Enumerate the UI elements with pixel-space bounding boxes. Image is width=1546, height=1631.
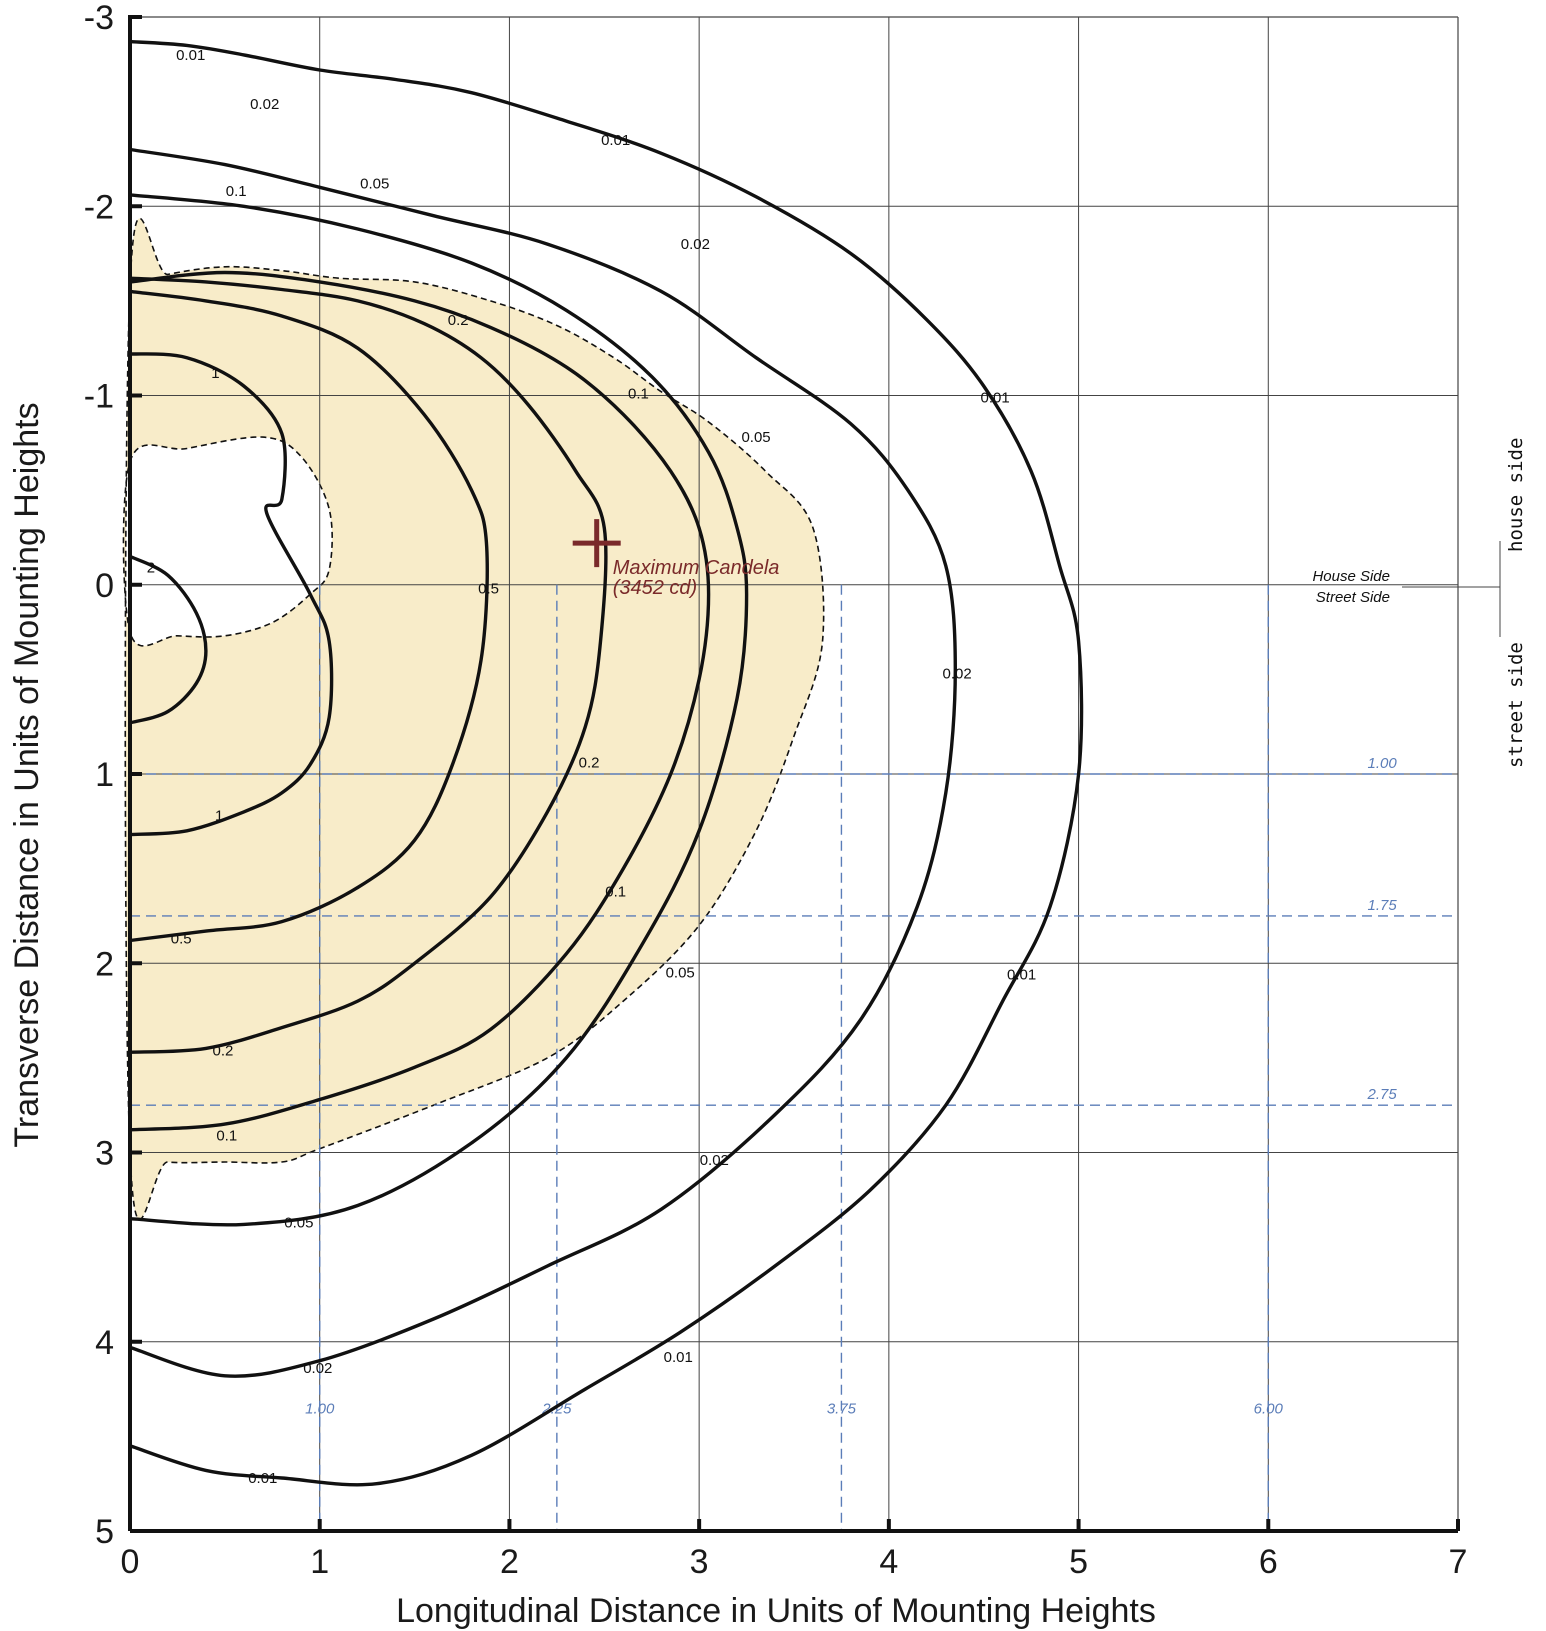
contour-label: 0.05 bbox=[666, 965, 695, 982]
reference-label-vertical: 2.25 bbox=[541, 1401, 572, 1418]
contour-line bbox=[128, 147, 958, 1378]
contour-line bbox=[128, 270, 711, 1132]
reference-label-vertical: 6.00 bbox=[1254, 1401, 1284, 1418]
x-tick-label: 1 bbox=[310, 1543, 329, 1581]
contour-line bbox=[128, 39, 1084, 1487]
reference-lines: 1.00 2.25 3.75 6.00 1.00 1.75 2.75 bbox=[130, 584, 1458, 1531]
y-tick-label: -2 bbox=[84, 188, 114, 226]
contour-label: 0.02 bbox=[250, 96, 279, 113]
contour-label: 0.5 bbox=[171, 931, 192, 948]
y-axis-title: Transverse Distance in Units of Mounting… bbox=[8, 402, 46, 1147]
contour-labels: 0.01 0.02 0.1 0.05 0.01 0.02 0.2 0.1 0.05 0.01 1 2 0… bbox=[147, 47, 1037, 1487]
half-max-hole-outline bbox=[122, 436, 333, 647]
y-tick-label: -1 bbox=[84, 378, 114, 416]
contour-label: 0.01 bbox=[664, 1349, 693, 1366]
contour-label: 0.02 bbox=[700, 1152, 729, 1169]
x-tick-label: 5 bbox=[1069, 1543, 1088, 1581]
contour-label: 0.2 bbox=[448, 312, 469, 329]
reference-label-horizontal: 2.75 bbox=[1367, 1086, 1398, 1103]
x-tick-label: 4 bbox=[879, 1543, 898, 1581]
axes: 0 1 2 3 4 5 6 7 -3 -2 -1 0 1 2 3 4 5 bbox=[84, 0, 1468, 1581]
contour-label: 0.01 bbox=[1007, 967, 1036, 984]
street-side-label: Street Side bbox=[1316, 589, 1390, 606]
side-indicator: House Side Street Side house side street… bbox=[1312, 438, 1527, 768]
contour-label: 0.2 bbox=[213, 1042, 234, 1059]
y-tick-label: 0 bbox=[95, 567, 114, 605]
maximum-candela-marker: Maximum Candela (3452 cd) bbox=[572, 519, 780, 599]
contour-label: 0.05 bbox=[741, 429, 770, 446]
contour-line bbox=[128, 276, 608, 1054]
house-side-vertical-label: house side bbox=[1505, 438, 1527, 552]
contour-label: 0.02 bbox=[943, 666, 972, 683]
reference-label-vertical: 3.75 bbox=[827, 1401, 857, 1418]
y-tick-label: 1 bbox=[95, 756, 114, 794]
x-axis-title: Longitudinal Distance in Units of Mounti… bbox=[396, 1592, 1156, 1630]
house-side-label: House Side bbox=[1312, 568, 1390, 585]
reference-label-horizontal: 1.00 bbox=[1368, 755, 1398, 772]
reference-label-vertical: 1.00 bbox=[305, 1401, 335, 1418]
contour-label: 0.01 bbox=[176, 47, 205, 64]
contour-label: 1 bbox=[215, 808, 223, 825]
y-tick-label: -3 bbox=[84, 0, 114, 37]
contour-label: 0.2 bbox=[579, 755, 600, 772]
y-tick-label: 5 bbox=[95, 1513, 114, 1551]
contour-label: 0.02 bbox=[681, 236, 710, 253]
half-max-fill bbox=[123, 218, 824, 1220]
x-tick-label: 6 bbox=[1259, 1543, 1278, 1581]
y-tick-label: 3 bbox=[95, 1135, 114, 1173]
contour-line bbox=[128, 352, 334, 837]
y-tick-label: 4 bbox=[95, 1324, 114, 1362]
contour-label: 2 bbox=[147, 560, 155, 577]
contour-label: 0.02 bbox=[303, 1360, 332, 1377]
contour-line bbox=[128, 193, 749, 1227]
contour-label: 0.01 bbox=[980, 389, 1009, 406]
contour-label: 0.1 bbox=[216, 1127, 237, 1144]
x-tick-label: 0 bbox=[121, 1543, 140, 1581]
reference-label-horizontal: 1.75 bbox=[1368, 897, 1398, 914]
contour-label: 0.05 bbox=[284, 1215, 313, 1232]
contour-label: 1 bbox=[211, 365, 219, 382]
y-tick-label: 2 bbox=[95, 945, 114, 983]
half-max-outline bbox=[124, 217, 825, 1221]
contour-label: 0.1 bbox=[226, 183, 247, 200]
contour-label: 0.1 bbox=[628, 386, 649, 403]
x-tick-label: 3 bbox=[690, 1543, 709, 1581]
x-tick-label: 2 bbox=[500, 1543, 519, 1581]
max-candela-label: Maximum Candela bbox=[613, 557, 780, 579]
contour-label: 0.05 bbox=[360, 176, 389, 193]
half-max-fill-region bbox=[122, 217, 825, 1221]
contour-label: 0.01 bbox=[248, 1470, 277, 1487]
contour-lines bbox=[128, 39, 1084, 1487]
contour-label: 0.01 bbox=[601, 132, 630, 149]
street-side-vertical-label: street side bbox=[1505, 642, 1527, 768]
max-candela-value: (3452 cd) bbox=[613, 577, 698, 599]
contour-label: 0.1 bbox=[605, 883, 626, 900]
x-tick-label: 7 bbox=[1449, 1543, 1468, 1581]
contour-label: 0.5 bbox=[478, 581, 499, 598]
contour-line bbox=[128, 554, 208, 725]
contour-line bbox=[128, 289, 489, 943]
